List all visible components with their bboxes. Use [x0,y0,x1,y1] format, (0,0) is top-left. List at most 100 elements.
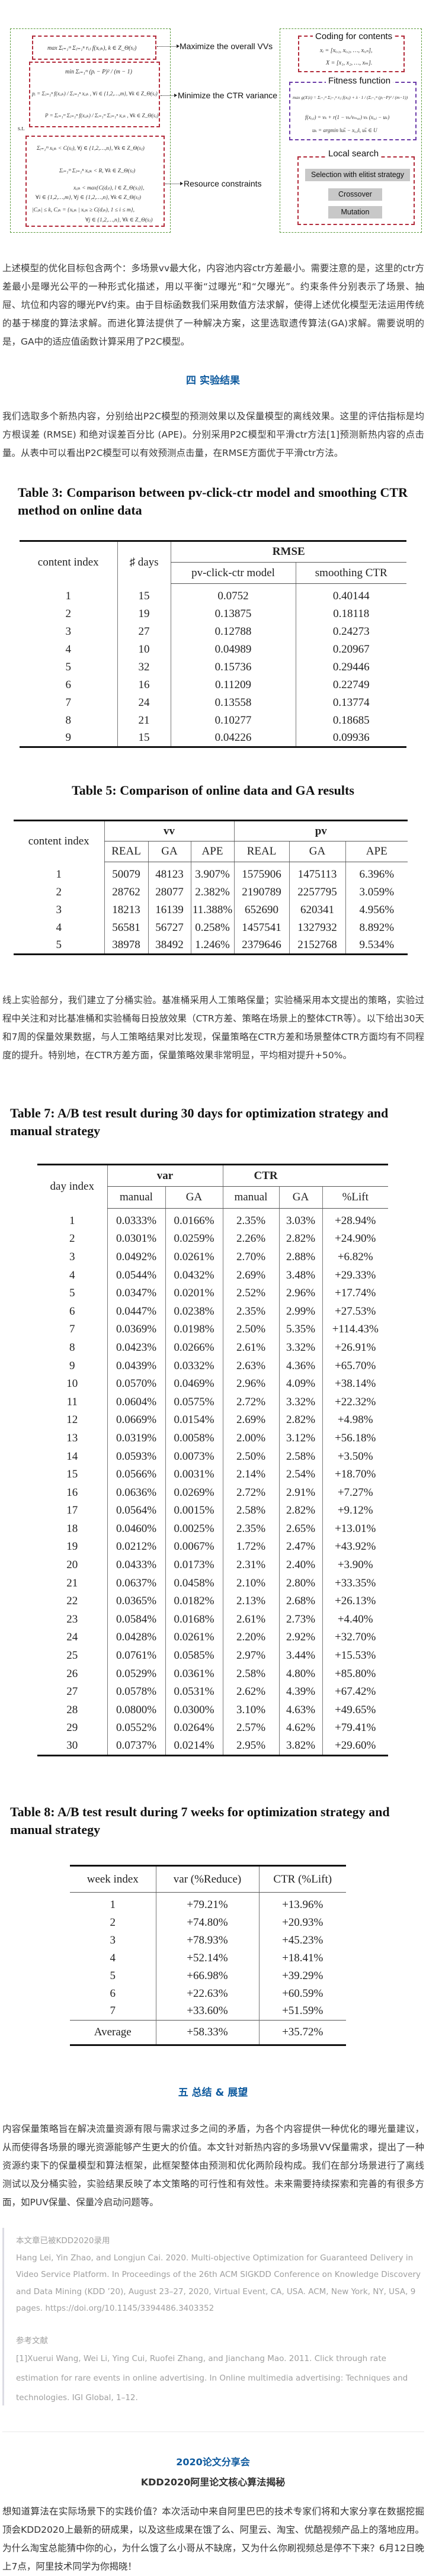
table-row: 6 16 0.11209 0.22749 [20,676,406,694]
col-header-real: REAL [233,841,289,862]
paragraph-model-objectives: 上述模型的优化目标包含两个：多场景vv最大化，内容池内容ctr方差最小。需要注意… [2,263,424,347]
table-cell: 0.0564% [107,1502,165,1520]
table-cell: 29 [66,1721,78,1735]
fitness-formula-2: f(xᵢ,ⱼ) = vₖ + r(1 − vₖ/vₘₐₓ) vₖ (xᵢ,ⱼ −… [305,114,390,120]
table8: week index var (%Reduce) CTR (%Lift) 1 +79.… [70,1865,346,2046]
table-cell: 0.22749 [295,676,406,694]
table-cell: 4.80% [278,1665,322,1683]
paragraph-summary: 内容保量策略旨在解决流量资源有限与需求过多之间的矛盾，为各个内容提供一种优化的曝… [2,2124,424,2208]
table-cell: 2.54% [278,1465,322,1484]
table-cell: 2379646 [233,936,289,955]
table-cell: 2.70% [222,1248,279,1267]
table-cell: 2257795 [289,883,345,901]
section-heading-results: 四 实验结果 [186,375,240,387]
table-cell: 2.92% [278,1629,322,1647]
table-cell: 0.0637% [107,1574,165,1592]
formula-c3b: ∀i ∈ {1,2,…,m}, ∀j ∈ {1,2,…,n}, ∀k ∈ Z_Θ… [36,195,141,201]
table-cell: 4.62% [278,1719,322,1737]
paper-citation: Hang Lei, Yin Zhao, and Longjun Cai. 202… [16,2253,421,2314]
table-cell: +24.90% [322,1230,388,1248]
arrow-vv [157,44,180,48]
table-cell: 0.0604% [107,1393,165,1412]
table-row: 1 0.0333% 0.0166% 2.35% 3.03% +28.94% [37,1208,388,1231]
formula-max-vv: max Σᵢ₌₁ᵐ Σⱼ₌₁ⁿ rᵢⱼ f(xᵢⱼₖ), k ∈ Z_Θ(sⱼ) [47,45,137,52]
table-cell: 2.72% [222,1483,279,1502]
table-cell: 5 [56,938,62,951]
table-cell: 0.11209 [170,676,296,694]
table-cell: 0.04226 [170,729,296,747]
table-cell: 3 [65,625,72,638]
table-cell: 0.10277 [170,711,296,730]
col-header-ga: GA [165,1186,223,1209]
table-cell: 3.32% [278,1393,322,1412]
objective-ctr-box [29,62,160,127]
event-subtitle: KDD2020阿里论文核心算法揭秘 [140,2477,286,2488]
table-cell: +20.93% [258,1913,346,1932]
table-row: 8 0.0423% 0.0266% 2.61% 3.32% +26.91% [37,1338,388,1357]
table-cell: 0.258% [190,918,234,937]
local-search-title: Local search [326,149,382,159]
table-cell: 0.0031% [165,1465,223,1484]
table-cell: 3.03% [278,1208,322,1231]
table-cell: +52.14% [155,1949,259,1967]
table-cell: 2.91% [278,1483,322,1502]
fitness-title: Fitness function [326,76,393,86]
table-cell: 2.58% [222,1665,279,1683]
table-cell: 50079 [104,862,148,884]
table-cell: 2.63% [222,1357,279,1375]
table-cell: 10 [117,640,171,659]
table-cell: 0.0300% [165,1701,223,1720]
table-cell: 1475113 [289,862,345,884]
table-cell: 2.72% [222,1393,279,1412]
table-cell: 0.18118 [295,605,406,623]
table3-caption: Table 3: Comparison between pv-click-ctr… [18,485,408,518]
table-cell: 2.73% [278,1610,322,1629]
table-cell: 0.09936 [295,729,406,747]
table-row: 1 50079 48123 3.907% 1575906 1475113 6.396% [14,862,408,884]
table-row: 3 27 0.12788 0.24273 [20,622,406,641]
table-cell: 56727 [148,918,191,937]
table-cell: 0.0301% [107,1230,165,1248]
table-cell: 26 [66,1667,78,1680]
table-cell: 0.0433% [107,1556,165,1575]
table-cell: 28 [66,1703,78,1716]
table-cell: 0.0800% [107,1701,165,1720]
table-row: 29 0.0552% 0.0264% 2.57% 4.62% +79.41% [37,1719,388,1737]
table-cell: 25 [66,1649,78,1662]
table-cell: 2.58% [222,1502,279,1520]
table-row: 11 0.0604% 0.0575% 2.72% 3.32% +22.32% [37,1393,388,1412]
table-cell: 0.0214% [165,1737,223,1756]
table-cell: 5 [65,660,72,673]
table-cell: 3.44% [278,1646,322,1665]
table-row: 2 +74.80% +20.93% [70,1913,346,1932]
table-cell: +45.23% [258,1931,346,1949]
label-minimize-ctr: Minimize the CTR variance [178,91,278,100]
table-cell: +38.14% [322,1374,388,1393]
table-cell: 2.382% [190,883,234,901]
table-cell: 0.0737% [107,1737,165,1756]
table-row: 3 0.0492% 0.0261% 2.70% 2.88% +6.82% [37,1248,388,1267]
table-cell: 4 [56,921,62,934]
table-cell: +9.12% [322,1502,388,1520]
st-label: s.t. [18,126,25,132]
table-cell: 8 [69,1341,75,1354]
table-cell: 48123 [148,862,191,884]
table-cell: 3.10% [222,1701,279,1720]
table-row: 14 0.0593% 0.0073% 2.50% 2.58% +3.50% [37,1447,388,1466]
table-cell: 1575906 [233,862,289,884]
table-cell: 0.0238% [165,1302,223,1321]
crossover-step: Crossover [328,188,382,201]
table-cell: 38492 [148,936,191,955]
col-days: ♯ days [117,541,171,584]
table-cell: 0.0761% [107,1646,165,1665]
table-cell: 0.0584% [107,1610,165,1629]
table-cell: 2.52% [222,1284,279,1303]
table-cell: +58.33% [155,2020,259,2045]
table-row: 7 0.0369% 0.0198% 2.50% 5.35% +114.43% [37,1321,388,1339]
table-row: 1 15 0.0752 0.40144 [20,583,406,605]
arrow-ctr [161,93,177,97]
table-cell: 16139 [148,901,191,919]
constraints-box [25,136,165,227]
table-cell: +7.27% [322,1483,388,1502]
table-cell: 38978 [104,936,148,955]
